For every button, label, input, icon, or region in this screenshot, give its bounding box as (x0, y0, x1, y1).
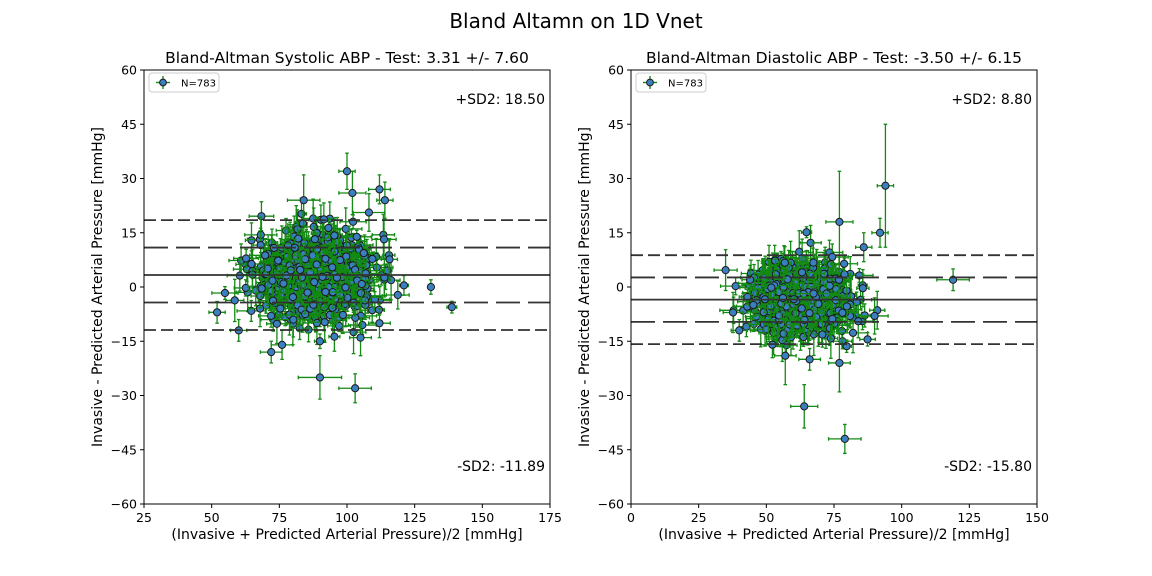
systolic-data-point-marker (272, 319, 282, 328)
systolic-data-point (257, 303, 285, 328)
systolic-data-point-marker (267, 311, 276, 320)
systolic-data-point-marker (220, 288, 230, 298)
systolic-title: Bland-Altman Systolic ABP - Test: 3.31 +… (165, 49, 529, 67)
systolic-data-point-marker (242, 254, 251, 263)
systolic-data-point (233, 248, 260, 269)
systolic-data-point (446, 300, 458, 314)
systolic-data-point (248, 201, 275, 232)
systolic-panel: Bland-Altman Systolic ABP - Test: 3.31 +… (90, 49, 562, 543)
figure-suptitle: Bland Altamn on 1D Vnet (449, 9, 703, 33)
systolic-data-point-marker (358, 320, 367, 330)
systolic-data-point (266, 303, 288, 345)
systolic-data-point (328, 321, 341, 352)
systolic-points (208, 152, 458, 404)
systolic-data-point-marker (379, 235, 389, 244)
systolic-data-point (271, 299, 290, 318)
systolic-data-point-marker (247, 236, 256, 245)
systolic-data-point (352, 193, 386, 232)
systolic-data-point-marker (364, 208, 374, 217)
systolic-xlabel: (Invasive + Predicted Arterial Pressure)… (171, 527, 522, 543)
systolic-data-point-marker (447, 303, 456, 312)
systolic-data-point-marker (289, 315, 298, 324)
systolic-data-point-marker (393, 290, 402, 300)
systolic-ylabel: Invasive - Predicted Arterial Pressure [… (90, 127, 106, 447)
systolic-data-point-marker (276, 304, 285, 313)
systolic-data-point-marker (330, 332, 339, 341)
systolic-data-point (339, 214, 367, 230)
